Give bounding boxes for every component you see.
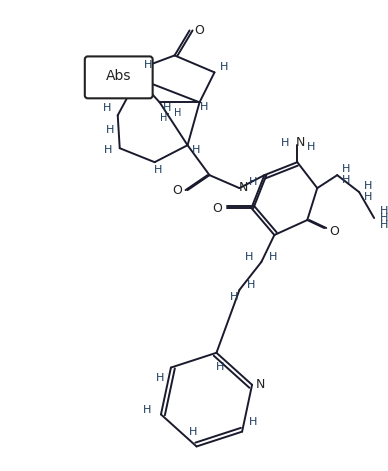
Text: H: H xyxy=(342,175,350,185)
Text: H: H xyxy=(230,292,239,302)
Text: H: H xyxy=(307,142,315,152)
Text: H: H xyxy=(156,373,164,382)
Text: H: H xyxy=(281,138,289,148)
Text: H: H xyxy=(380,206,388,216)
Text: O: O xyxy=(173,184,182,196)
Text: H: H xyxy=(245,252,254,262)
Text: H: H xyxy=(106,125,114,135)
Text: H: H xyxy=(102,103,111,114)
Text: H: H xyxy=(192,145,201,155)
Text: H: H xyxy=(174,108,181,118)
Text: O: O xyxy=(213,202,222,215)
Text: H: H xyxy=(364,192,372,202)
Text: H: H xyxy=(342,164,350,174)
Text: O: O xyxy=(195,24,204,37)
Text: H': H' xyxy=(160,113,170,123)
Text: N: N xyxy=(255,378,265,391)
Text: H: H xyxy=(104,145,112,155)
Text: H: H xyxy=(249,177,258,187)
Text: H: H xyxy=(153,165,162,175)
Text: O: O xyxy=(329,225,339,237)
Text: H: H xyxy=(215,362,224,373)
Text: H: H xyxy=(269,252,277,262)
Text: H: H xyxy=(189,427,197,437)
Text: H: H xyxy=(144,60,152,70)
Text: H: H xyxy=(380,213,388,223)
Text: H: H xyxy=(220,62,229,73)
Text: H: H xyxy=(247,280,256,290)
FancyBboxPatch shape xyxy=(85,57,152,98)
Text: N: N xyxy=(239,180,248,194)
Text: H: H xyxy=(142,405,151,415)
Text: H: H xyxy=(364,181,372,191)
Text: N: N xyxy=(296,136,305,149)
Text: Abs: Abs xyxy=(106,69,132,83)
Text: H: H xyxy=(200,102,209,112)
Text: H: H xyxy=(163,103,171,114)
Text: H: H xyxy=(380,220,388,230)
Text: H: H xyxy=(249,417,257,427)
